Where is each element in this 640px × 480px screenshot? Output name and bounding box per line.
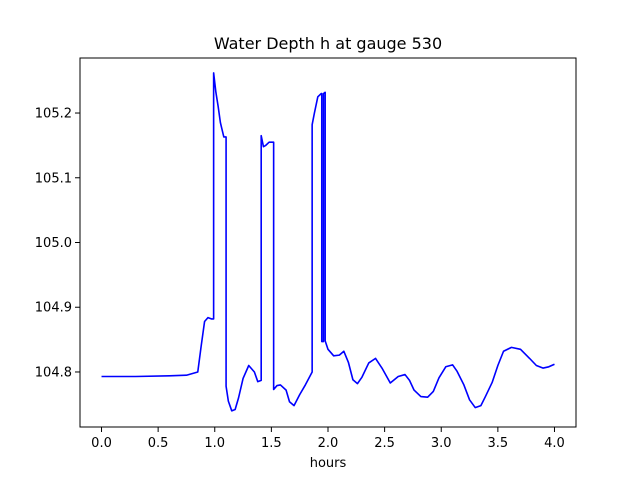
x-tick-label: 1.0 — [204, 436, 225, 451]
x-tick-label: 1.5 — [261, 436, 282, 451]
x-tick-label: 0.0 — [91, 436, 112, 451]
x-tick-label: 0.5 — [148, 436, 169, 451]
y-tick-label: 105.2 — [35, 107, 72, 122]
x-tick-label: 3.5 — [488, 436, 509, 451]
chart-title: Water Depth h at gauge 530 — [214, 34, 442, 53]
plot-frame — [79, 57, 577, 428]
x-tick-label: 4.0 — [544, 436, 565, 451]
series-line — [101, 72, 555, 412]
y-tick-label: 104.9 — [35, 301, 72, 316]
x-axis-ticks: 0.0 0.5 1.0 1.5 2.0 2.5 3.0 3.5 4.0 — [91, 427, 565, 451]
x-tick-label: 3.0 — [431, 436, 452, 451]
plot-area — [80, 58, 576, 427]
x-tick-label: 2.0 — [318, 436, 339, 451]
y-tick-label: 105.1 — [35, 171, 72, 186]
y-tick-label: 104.8 — [35, 365, 72, 380]
x-tick-label: 2.5 — [374, 436, 395, 451]
x-axis-title: hours — [310, 456, 347, 471]
y-axis-ticks: 104.8 104.9 105.0 105.1 105.2 — [35, 107, 80, 380]
y-tick-label: 105.0 — [35, 236, 72, 251]
